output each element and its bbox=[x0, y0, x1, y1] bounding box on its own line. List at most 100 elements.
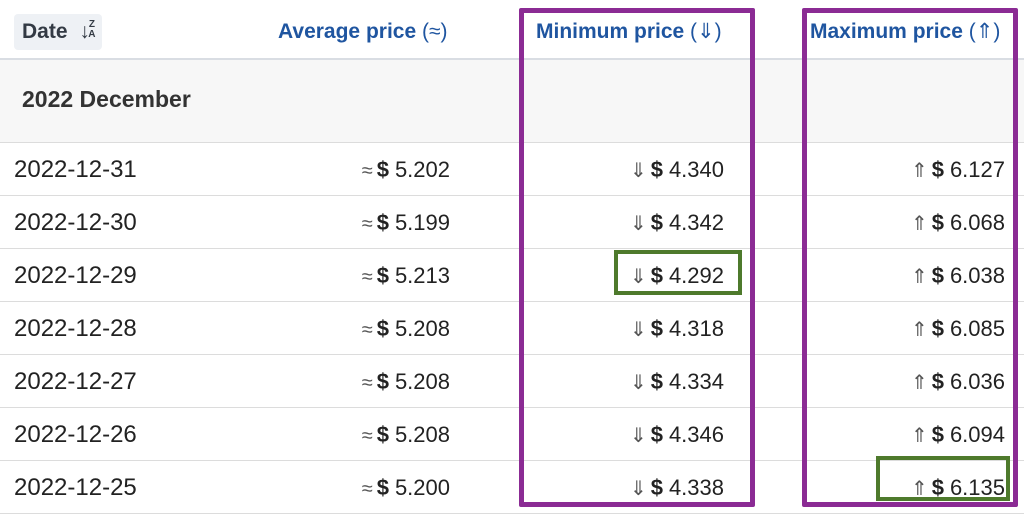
maximum-price-value: 6.127 bbox=[949, 157, 1005, 182]
maximum-price-value: 6.135 bbox=[949, 475, 1005, 500]
minimum-price-cell: ⇓ $4.340 bbox=[630, 143, 724, 196]
arrow-down-icon: ⇓ bbox=[629, 160, 647, 182]
maximum-price-value: 6.036 bbox=[949, 369, 1005, 394]
arrow-down-icon: ⇓ bbox=[629, 425, 647, 447]
month-group-label: 2022 December bbox=[22, 86, 191, 112]
minimum-price-cell: ⇓ $4.346 bbox=[630, 408, 724, 461]
currency-symbol: $ bbox=[376, 263, 389, 288]
currency-symbol: $ bbox=[376, 316, 389, 341]
minimum-price-value: 4.292 bbox=[668, 263, 724, 288]
average-price-cell: ≈ $5.202 bbox=[362, 143, 450, 196]
minimum-price-cell: ⇓ $4.318 bbox=[630, 302, 724, 355]
sort-za-icon[interactable]: ↓Z A bbox=[79, 19, 96, 44]
average-price-value: 5.208 bbox=[394, 316, 450, 341]
average-header-label: Average price bbox=[278, 20, 417, 43]
approx-icon: ≈ bbox=[361, 478, 373, 500]
average-price-value: 5.208 bbox=[394, 422, 450, 447]
approx-icon: ≈ bbox=[361, 266, 373, 288]
maximum-price-cell: ⇑ $6.036 bbox=[911, 355, 1005, 408]
maximum-price-value: 6.085 bbox=[949, 316, 1005, 341]
approx-icon: ≈ bbox=[361, 372, 373, 394]
minimum-price-value: 4.342 bbox=[668, 210, 724, 235]
date-cell: 2022-12-27 bbox=[14, 368, 137, 395]
average-price-cell: ≈ $5.208 bbox=[362, 408, 450, 461]
minimum-column-highlight bbox=[519, 8, 755, 507]
currency-symbol: $ bbox=[376, 210, 389, 235]
arrow-up-icon: ⇑ bbox=[910, 266, 928, 288]
maximum-price-cell: ⇑ $6.094 bbox=[911, 408, 1005, 461]
month-group-row: 2022 December bbox=[0, 60, 1024, 143]
currency-symbol: $ bbox=[376, 369, 389, 394]
currency-symbol: $ bbox=[931, 263, 944, 288]
maximum-price-value: 6.068 bbox=[949, 210, 1005, 235]
date-cell: 2022-12-25 bbox=[14, 474, 137, 501]
minimum-price-cell: ⇓ $4.342 bbox=[630, 196, 724, 249]
maximum-price-value: 6.038 bbox=[949, 263, 1005, 288]
date-header-label: Date bbox=[22, 20, 68, 43]
maximum-price-cell: ⇑ $6.068 bbox=[911, 196, 1005, 249]
minimum-price-cell: ⇓ $4.334 bbox=[630, 355, 724, 408]
currency-symbol: $ bbox=[376, 422, 389, 447]
arrow-up-icon: ⇑ bbox=[910, 160, 928, 182]
arrow-down-icon: ⇓ bbox=[629, 372, 647, 394]
average-price-cell: ≈ $5.208 bbox=[362, 355, 450, 408]
approx-icon: ≈ bbox=[361, 425, 373, 447]
maximum-header-symbol: (⇑) bbox=[968, 20, 1001, 43]
average-header-symbol: (≈) bbox=[421, 20, 448, 43]
currency-symbol: $ bbox=[650, 316, 663, 341]
minimum-price-cell: ⇓ $4.292 bbox=[630, 249, 724, 302]
table-row: 2022-12-30 ≈ $5.199 ⇓ $4.342 ⇑ $6.068 bbox=[0, 196, 1024, 249]
average-price-column-header[interactable]: Average price (≈) bbox=[278, 14, 448, 50]
currency-symbol: $ bbox=[931, 210, 944, 235]
arrow-down-icon: ⇓ bbox=[629, 319, 647, 341]
maximum-price-cell: ⇑ $6.127 bbox=[911, 143, 1005, 196]
minimum-price-value: 4.338 bbox=[668, 475, 724, 500]
minimum-header-symbol: (⇓) bbox=[690, 20, 722, 43]
average-price-value: 5.202 bbox=[394, 157, 450, 182]
approx-icon: ≈ bbox=[361, 160, 373, 182]
minimum-price-value: 4.318 bbox=[668, 316, 724, 341]
arrow-up-icon: ⇑ bbox=[910, 425, 928, 447]
minimum-price-value: 4.346 bbox=[668, 422, 724, 447]
maximum-header-label: Maximum price bbox=[810, 20, 963, 43]
maximum-price-column-header[interactable]: Maximum price (⇑) bbox=[810, 14, 1000, 50]
table-row: 2022-12-28 ≈ $5.208 ⇓ $4.318 ⇑ $6.085 bbox=[0, 302, 1024, 355]
currency-symbol: $ bbox=[931, 369, 944, 394]
average-price-cell: ≈ $5.199 bbox=[362, 196, 450, 249]
minimum-header-label: Minimum price bbox=[536, 20, 685, 43]
currency-symbol: $ bbox=[650, 422, 663, 447]
average-price-cell: ≈ $5.200 bbox=[362, 461, 450, 514]
date-cell: 2022-12-31 bbox=[14, 156, 137, 183]
currency-symbol: $ bbox=[931, 316, 944, 341]
maximum-price-cell: ⇑ $6.038 bbox=[911, 249, 1005, 302]
table-row: 2022-12-26 ≈ $5.208 ⇓ $4.346 ⇑ $6.094 bbox=[0, 408, 1024, 461]
arrow-down-icon: ⇓ bbox=[629, 213, 647, 235]
minimum-price-column-header[interactable]: Minimum price (⇓) bbox=[536, 14, 722, 50]
currency-symbol: $ bbox=[931, 422, 944, 447]
lowest-minimum-highlight bbox=[614, 250, 742, 295]
currency-symbol: $ bbox=[931, 475, 944, 500]
maximum-price-value: 6.094 bbox=[949, 422, 1005, 447]
arrow-down-icon: ⇓ bbox=[629, 266, 647, 288]
maximum-column-highlight bbox=[802, 8, 1018, 507]
table-row: 2022-12-27 ≈ $5.208 ⇓ $4.334 ⇑ $6.036 bbox=[0, 355, 1024, 408]
minimum-price-cell: ⇓ $4.338 bbox=[630, 461, 724, 514]
date-column-header[interactable]: Date ↓Z A bbox=[14, 14, 102, 50]
date-cell: 2022-12-26 bbox=[14, 421, 137, 448]
date-cell: 2022-12-30 bbox=[14, 209, 137, 236]
currency-symbol: $ bbox=[650, 210, 663, 235]
minimum-price-value: 4.334 bbox=[668, 369, 724, 394]
currency-symbol: $ bbox=[650, 369, 663, 394]
currency-symbol: $ bbox=[650, 263, 663, 288]
highest-maximum-highlight bbox=[876, 456, 1010, 501]
date-cell: 2022-12-28 bbox=[14, 315, 137, 342]
arrow-up-icon: ⇑ bbox=[910, 319, 928, 341]
average-price-value: 5.208 bbox=[394, 369, 450, 394]
average-price-value: 5.199 bbox=[394, 210, 450, 235]
maximum-price-cell: ⇑ $6.085 bbox=[911, 302, 1005, 355]
currency-symbol: $ bbox=[376, 475, 389, 500]
approx-icon: ≈ bbox=[361, 213, 373, 235]
approx-icon: ≈ bbox=[361, 319, 373, 341]
minimum-price-value: 4.340 bbox=[668, 157, 724, 182]
